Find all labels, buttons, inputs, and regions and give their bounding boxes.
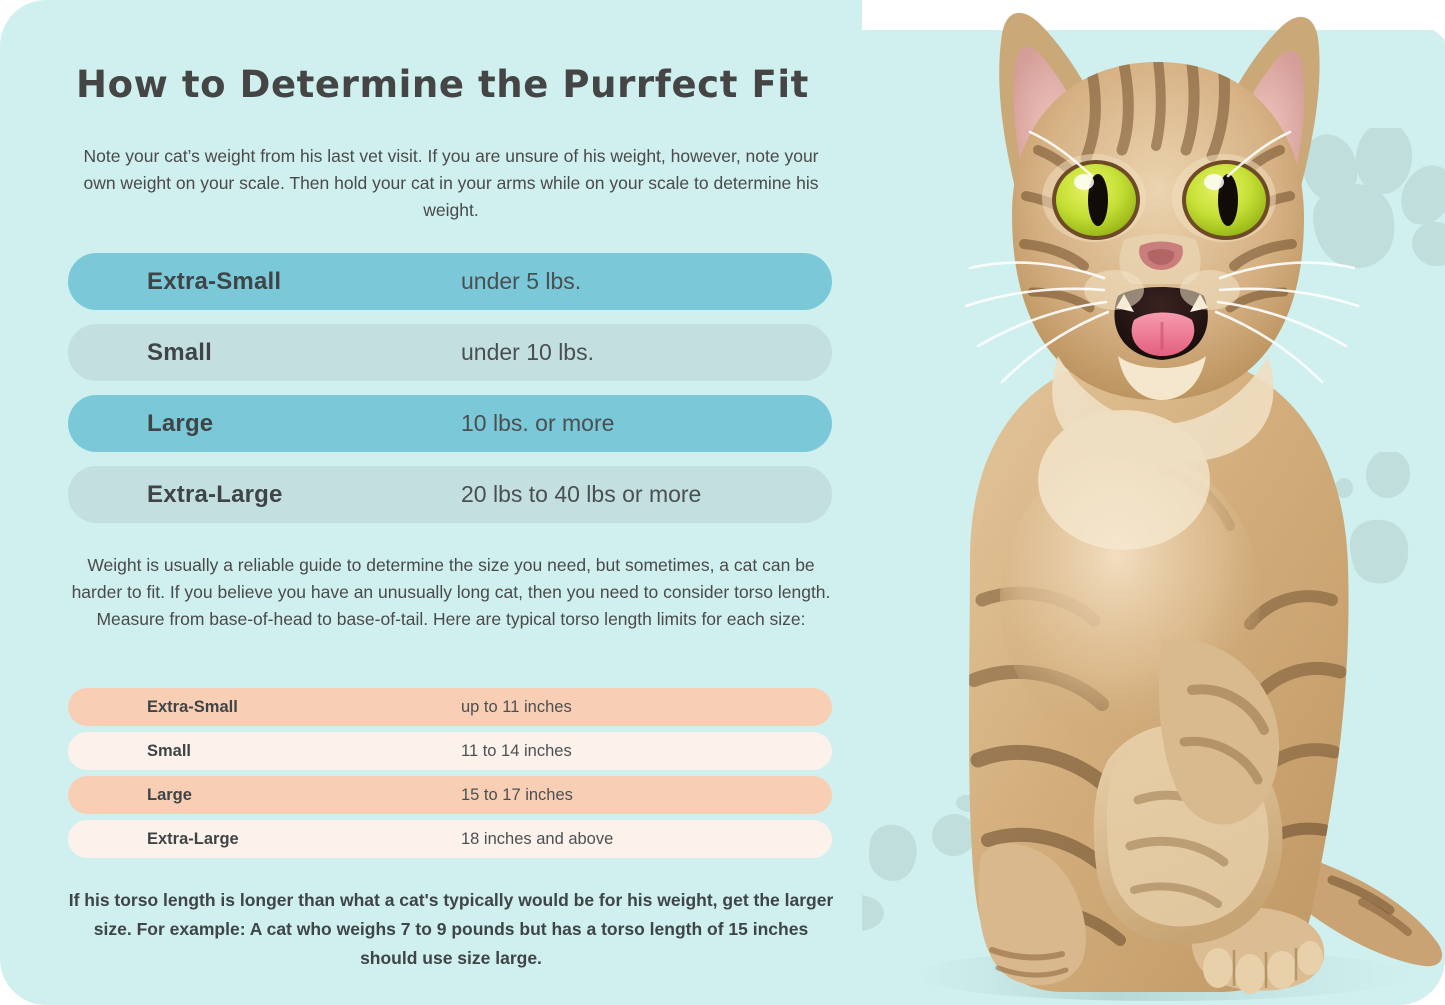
table-row: Extra-Large 20 lbs to 40 lbs or more [68, 466, 832, 523]
infographic-content: How to Determine the Purrfect Fit Note y… [68, 63, 834, 968]
size-label: Small [147, 741, 192, 760]
size-label: Small [147, 338, 213, 366]
page-title: How to Determine the Purrfect Fit [76, 63, 809, 106]
cat-eye-right [1182, 160, 1270, 240]
length-value: 15 to 17 inches [461, 785, 573, 804]
table-row: Extra-Small under 5 lbs. [68, 253, 832, 310]
size-label: Large [147, 785, 192, 804]
size-label: Extra-Large [147, 480, 283, 508]
weight-value: 10 lbs. or more [461, 410, 615, 436]
intro-paragraph: Note your cat’s weight from his last vet… [83, 146, 819, 220]
weight-value: 20 lbs to 40 lbs or more [461, 481, 702, 507]
table-row: Large 15 to 17 inches [68, 776, 832, 814]
weight-value: under 5 lbs. [461, 268, 582, 294]
footer-paragraph: If his torso length is longer than what … [68, 890, 834, 968]
size-label: Large [147, 409, 214, 437]
length-value: 11 to 14 inches [461, 741, 572, 760]
weight-value: under 10 lbs. [461, 339, 594, 365]
middle-paragraph: Weight is usually a reliable guide to de… [71, 555, 831, 629]
torso-length-table: Extra-Small up to 11 inches Small 11 to … [68, 688, 832, 864]
length-value: 18 inches and above [461, 829, 614, 848]
table-row: Small under 10 lbs. [68, 324, 832, 381]
size-label: Extra-Large [147, 829, 239, 848]
cat-eye-left [1052, 160, 1140, 240]
weight-size-table: Extra-Small under 5 lbs. Small under 10 … [68, 253, 832, 537]
cat-photo [862, 0, 1445, 1005]
table-row: Large 10 lbs. or more [68, 395, 832, 452]
table-row: Extra-Large 18 inches and above [68, 820, 832, 858]
table-row: Small 11 to 14 inches [68, 732, 832, 770]
size-label: Extra-Small [147, 697, 238, 716]
size-label: Extra-Small [147, 267, 282, 295]
table-row: Extra-Small up to 11 inches [68, 688, 832, 726]
length-value: up to 11 inches [461, 697, 572, 716]
